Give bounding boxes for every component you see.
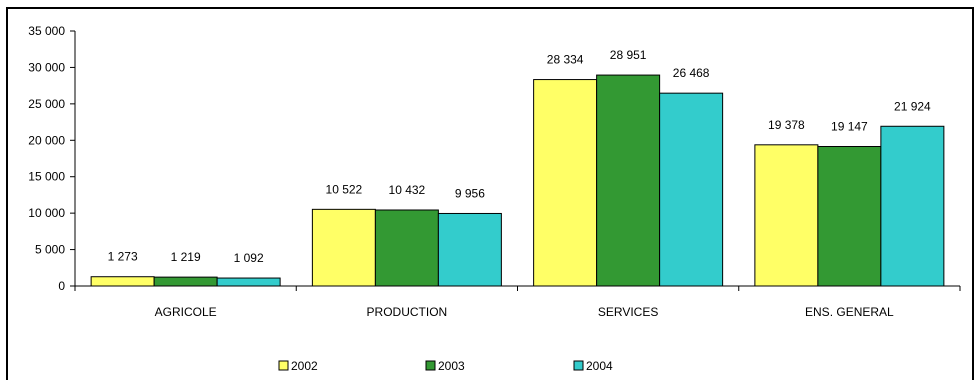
x-axis: AGRICOLE PRODUCTION SERVICES ENS. GENERAL — [74, 285, 961, 319]
bar-data-label: 19 378 — [768, 118, 805, 132]
bar-data-label: 10 522 — [326, 182, 363, 196]
bars — [90, 74, 945, 287]
legend-label: 2004 — [586, 359, 613, 373]
bar-data-label: 26 468 — [673, 66, 710, 80]
bar-data-label: 10 432 — [389, 183, 426, 197]
y-tick-label: 10 000 — [28, 206, 65, 220]
legend: 2002 2003 2004 — [278, 359, 613, 373]
y-axis: 0 5 000 10 000 15 000 20 000 25 000 30 000 35 0… — [28, 24, 76, 293]
x-category-label: AGRICOLE — [155, 305, 217, 319]
bar — [659, 92, 724, 287]
chart-frame — [6, 7, 974, 380]
bar — [533, 79, 598, 287]
bar — [754, 144, 819, 287]
bar — [374, 209, 439, 287]
bar-data-label: 28 334 — [547, 53, 584, 67]
y-tick-label: 20 000 — [28, 133, 65, 147]
y-tick-label: 5 000 — [35, 243, 65, 257]
bar — [216, 277, 281, 287]
bar-data-label: 19 147 — [831, 120, 868, 134]
legend-swatch — [425, 360, 436, 371]
y-tick-label: 35 000 — [28, 24, 65, 38]
legend-swatch — [278, 360, 289, 371]
bar — [880, 125, 945, 287]
bar — [311, 208, 376, 287]
y-tick-label: 30 000 — [28, 60, 65, 74]
legend-label: 2003 — [438, 359, 465, 373]
bar-data-label: 1 092 — [234, 251, 264, 265]
x-category-label: SERVICES — [598, 305, 658, 319]
bar-data-label: 9 956 — [455, 186, 485, 200]
bar — [596, 74, 661, 287]
bar — [817, 146, 882, 287]
legend-label: 2002 — [291, 359, 318, 373]
x-category-label: ENS. GENERAL — [805, 305, 894, 319]
x-category-label: PRODUCTION — [367, 305, 448, 319]
y-tick-label: 25 000 — [28, 97, 65, 111]
bar-data-label: 1 219 — [171, 250, 201, 264]
legend-swatch — [573, 360, 584, 371]
y-tick-label: 15 000 — [28, 170, 65, 184]
y-tick-label: 0 — [58, 279, 65, 293]
bar-data-label: 21 924 — [894, 99, 931, 113]
bar — [437, 212, 502, 287]
bar — [90, 276, 155, 287]
bar — [153, 276, 218, 287]
bar-data-label: 28 951 — [610, 48, 647, 62]
data-labels: 1 273 1 219 1 092 10 522 10 432 9 956 28 334 28… — [108, 48, 931, 265]
bar-data-label: 1 273 — [108, 250, 138, 264]
